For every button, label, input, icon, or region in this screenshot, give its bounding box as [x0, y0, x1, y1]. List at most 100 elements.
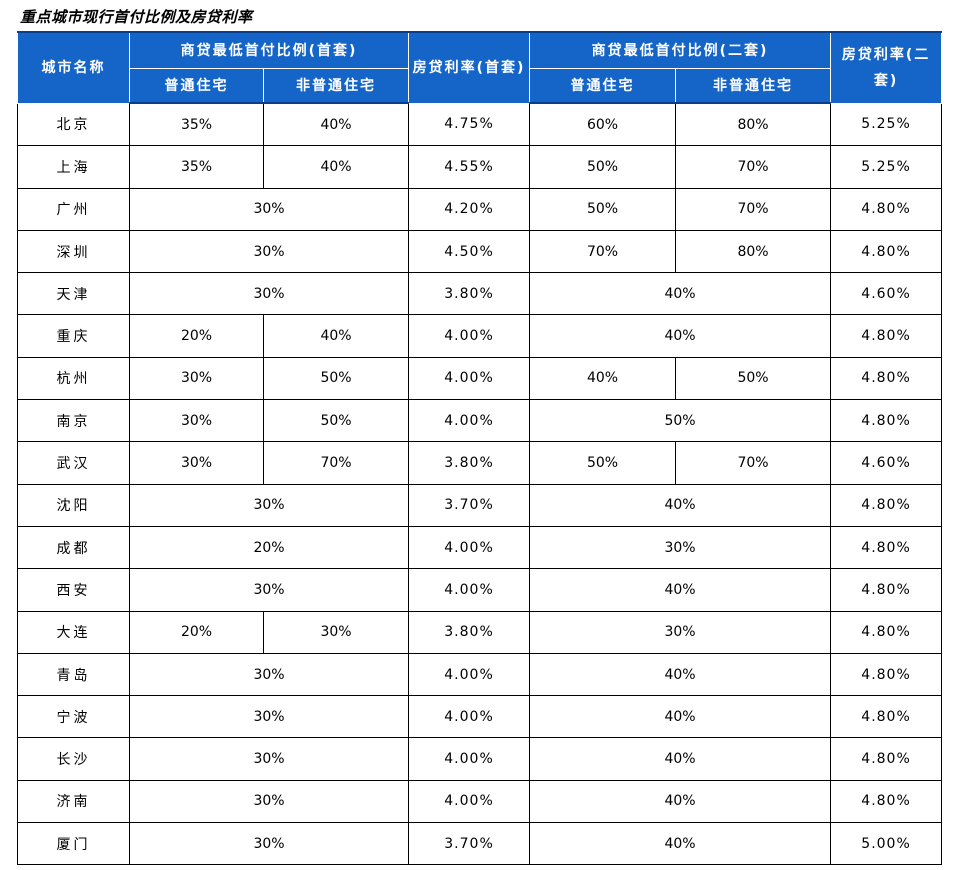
second-ordinary-cell: 50% — [529, 145, 677, 189]
first-non-ordinary-cell: 50% — [262, 399, 410, 443]
first-non-ordinary-cell: 40% — [262, 145, 410, 189]
table-row: 大连 20% 30% 3.80% 30% 4.80% — [17, 610, 943, 654]
second-down-payment-cell: 30% — [529, 610, 832, 654]
second-down-payment-cell: 50% — [529, 399, 832, 443]
rate-first-cell: 3.70% — [408, 822, 531, 866]
rate-second-cell: 5.25% — [830, 145, 943, 189]
table-row: 沈阳 30% 3.70% 40% 4.80% — [17, 483, 943, 527]
city-cell: 南京 — [17, 399, 130, 443]
second-non-ordinary-cell: 80% — [675, 229, 832, 274]
rate-first-cell: 4.75% — [408, 102, 531, 147]
rate-second-cell: 4.60% — [830, 441, 943, 485]
table-row: 杭州 30% 50% 4.00% 40% 50% 4.80% — [17, 356, 943, 401]
city-cell: 天津 — [17, 272, 130, 316]
rate-second-cell: 4.80% — [830, 525, 943, 570]
rate-second-cell: 4.80% — [830, 356, 943, 401]
table-row: 上海 35% 40% 4.55% 50% 70% 5.25% — [17, 145, 943, 189]
rate-second-cell: 4.80% — [830, 568, 943, 612]
city-cell: 成都 — [17, 525, 130, 570]
table-row: 济南 30% 4.00% 40% 4.80% — [17, 779, 943, 824]
rates-table: 城市名称 商贷最低首付比例(首套) 房贷利率(首套) 商贷最低首付比例(二套) … — [17, 31, 943, 866]
rate-second-cell: 5.00% — [830, 822, 943, 866]
rate-second-cell: 4.80% — [830, 229, 943, 274]
header-first-non-ordinary: 非普通住宅 — [262, 68, 410, 104]
header-first-ordinary: 普通住宅 — [129, 68, 264, 104]
second-non-ordinary-cell: 70% — [675, 145, 832, 189]
second-ordinary-cell: 50% — [529, 187, 677, 231]
table-body: 北京 35% 40% 4.75% 60% 80% 5.25% 上海 35% 40% 4.55% 50%… — [17, 102, 943, 866]
rate-second-cell: 4.80% — [830, 187, 943, 231]
first-down-payment-cell: 30% — [128, 187, 410, 231]
rate-first-cell: 4.00% — [408, 525, 531, 570]
city-cell: 北京 — [17, 102, 130, 147]
city-cell: 武汉 — [17, 441, 130, 485]
second-down-payment-cell: 40% — [529, 737, 832, 781]
first-down-payment-cell: 30% — [128, 568, 410, 612]
city-cell: 沈阳 — [17, 483, 130, 527]
rate-first-cell: 4.00% — [408, 356, 531, 401]
table-row: 南京 30% 50% 4.00% 50% 4.80% — [17, 399, 943, 443]
second-ordinary-cell: 70% — [529, 229, 677, 274]
table-row: 深圳 30% 4.50% 70% 80% 4.80% — [17, 229, 943, 274]
rate-first-cell: 4.00% — [408, 737, 531, 781]
first-down-payment-cell: 30% — [128, 272, 410, 316]
rate-first-cell: 4.00% — [408, 779, 531, 824]
header-city: 城市名称 — [17, 31, 130, 104]
header-rate-first: 房贷利率(首套) — [408, 31, 531, 104]
table-row: 厦门 30% 3.70% 40% 5.00% — [17, 822, 943, 866]
table-row: 宁波 30% 4.00% 40% 4.80% — [17, 695, 943, 739]
second-down-payment-cell: 40% — [529, 483, 832, 527]
first-non-ordinary-cell: 30% — [262, 610, 410, 654]
rate-second-cell: 4.80% — [830, 652, 943, 697]
first-down-payment-cell: 30% — [128, 779, 410, 824]
table-row: 重庆 20% 40% 4.00% 40% 4.80% — [17, 314, 943, 358]
table-row: 广州 30% 4.20% 50% 70% 4.80% — [17, 187, 943, 231]
city-cell: 厦门 — [17, 822, 130, 866]
second-ordinary-cell: 40% — [529, 356, 677, 401]
first-down-payment-cell: 20% — [128, 525, 410, 570]
first-ordinary-cell: 30% — [129, 399, 264, 443]
table-row: 成都 20% 4.00% 30% 4.80% — [17, 525, 943, 570]
rate-second-cell: 4.80% — [830, 695, 943, 739]
second-ordinary-cell: 60% — [529, 102, 677, 147]
first-down-payment-cell: 30% — [128, 652, 410, 697]
first-ordinary-cell: 20% — [129, 610, 264, 654]
second-down-payment-cell: 40% — [529, 314, 832, 358]
rate-second-cell: 5.25% — [830, 102, 943, 147]
rate-first-cell: 4.00% — [408, 695, 531, 739]
rate-first-cell: 4.00% — [408, 568, 531, 612]
first-non-ordinary-cell: 40% — [262, 102, 410, 147]
table-row: 西安 30% 4.00% 40% 4.80% — [17, 568, 943, 612]
rate-first-cell: 4.20% — [408, 187, 531, 231]
rate-first-cell: 4.00% — [408, 314, 531, 358]
table-row: 武汉 30% 70% 3.80% 50% 70% 4.60% — [17, 441, 943, 485]
header-second-non-ordinary: 非普通住宅 — [675, 68, 832, 104]
rate-second-cell: 4.60% — [830, 272, 943, 316]
second-down-payment-cell: 40% — [529, 695, 832, 739]
rate-second-cell: 4.80% — [830, 314, 943, 358]
rate-first-cell: 4.00% — [408, 652, 531, 697]
second-down-payment-cell: 40% — [529, 822, 832, 866]
city-cell: 深圳 — [17, 229, 130, 274]
first-non-ordinary-cell: 70% — [262, 441, 410, 485]
table-row: 天津 30% 3.80% 40% 4.60% — [17, 272, 943, 316]
first-down-payment-cell: 30% — [128, 695, 410, 739]
second-down-payment-cell: 40% — [529, 779, 832, 824]
second-non-ordinary-cell: 80% — [675, 102, 832, 147]
table-row: 北京 35% 40% 4.75% 60% 80% 5.25% — [17, 102, 943, 147]
first-ordinary-cell: 35% — [129, 145, 264, 189]
rate-second-cell: 4.80% — [830, 399, 943, 443]
header-second-ordinary: 普通住宅 — [529, 68, 677, 104]
header-rate-second: 房贷利率(二套) — [830, 31, 943, 104]
first-down-payment-cell: 30% — [128, 737, 410, 781]
first-non-ordinary-cell: 40% — [262, 314, 410, 358]
first-ordinary-cell: 30% — [129, 356, 264, 401]
second-down-payment-cell: 40% — [529, 272, 832, 316]
table-row: 长沙 30% 4.00% 40% 4.80% — [17, 737, 943, 781]
rate-first-cell: 4.50% — [408, 229, 531, 274]
second-non-ordinary-cell: 50% — [675, 356, 832, 401]
page-title: 重点城市现行首付比例及房贷利率 — [20, 8, 253, 26]
first-ordinary-cell: 30% — [129, 441, 264, 485]
rate-first-cell: 4.00% — [408, 399, 531, 443]
header-first-down-payment: 商贷最低首付比例(首套) — [128, 31, 410, 69]
